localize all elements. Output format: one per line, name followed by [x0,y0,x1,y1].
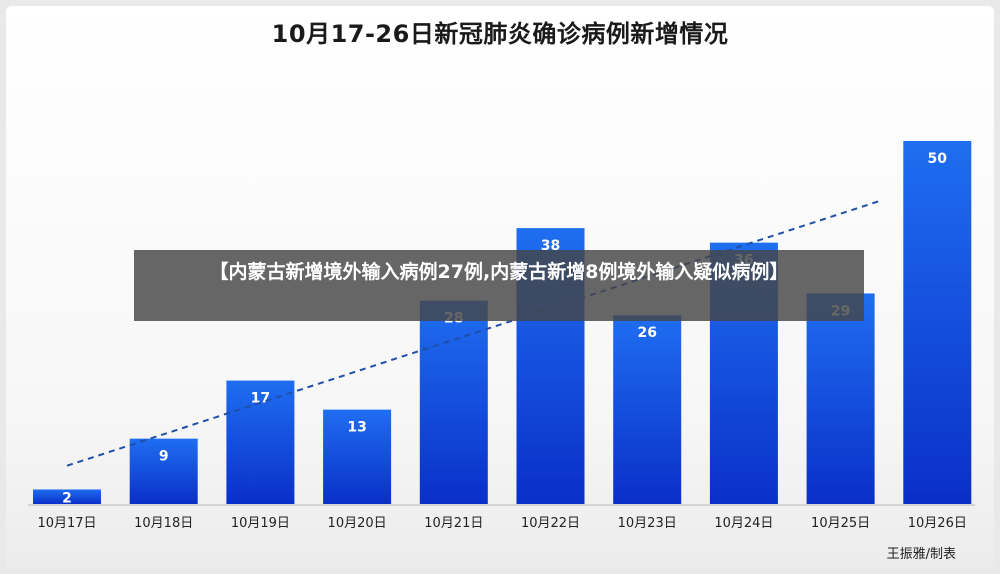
bar-1 [33,489,101,504]
x-tick-label-7: 10月23日 [618,516,677,531]
bar-2 [129,438,198,504]
x-tick-label-2: 10月18日 [134,516,193,531]
x-tick-label-8: 10月24日 [714,516,773,531]
bar-3 [226,380,295,504]
news-headline-overlay: 【内蒙古新增境外输入病例27例,内蒙古新增8例境外输入疑似病例】 [134,250,864,321]
x-tick-label-1: 10月17日 [37,516,96,531]
data-label-1: 2 [62,490,72,506]
bar-9 [806,293,875,504]
bar-4 [323,409,392,504]
x-tick-label-9: 10月25日 [811,516,870,531]
bar-10 [903,141,972,504]
x-tick-label-4: 10月20日 [328,516,387,531]
chart-title: 10月17-26日新冠肺炎确诊病例新增情况 [271,20,729,48]
data-label-2: 9 [159,449,169,465]
x-tick-label-5: 10月21日 [424,516,483,531]
data-label-10: 50 [928,151,948,167]
x-tick-label-6: 10月22日 [521,516,580,531]
bar-7 [613,315,682,504]
data-label-4: 13 [347,420,366,436]
bar-5 [419,300,488,504]
x-tick-label-10: 10月26日 [908,516,967,531]
x-tick-label-3: 10月19日 [231,516,290,531]
data-label-3: 17 [251,391,270,407]
data-label-7: 26 [637,325,656,341]
credit-text: 王振雅/制表 [886,547,956,562]
